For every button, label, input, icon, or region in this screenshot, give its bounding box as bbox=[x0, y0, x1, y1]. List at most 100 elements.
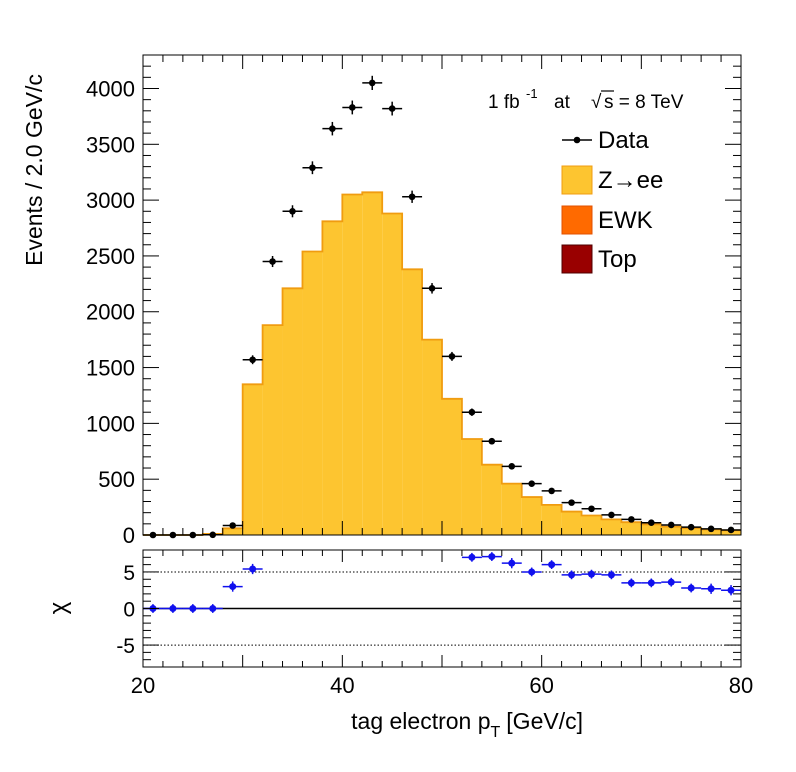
hist-bar bbox=[302, 251, 323, 535]
hist-bar bbox=[402, 269, 423, 535]
hist-bar bbox=[601, 519, 622, 535]
data-point bbox=[628, 516, 635, 523]
ratio-point bbox=[209, 605, 217, 612]
data-point bbox=[428, 285, 436, 292]
legend-label: Data bbox=[598, 127, 649, 154]
ratio-point bbox=[687, 584, 695, 592]
x-tick-label: 20 bbox=[131, 673, 155, 698]
data-point bbox=[329, 125, 336, 132]
ratio-y-tick-label: 5 bbox=[123, 562, 135, 585]
hist-bar bbox=[581, 515, 602, 535]
data-point bbox=[667, 521, 675, 529]
data-point bbox=[408, 193, 416, 201]
main-y-axis-label: Events / 2.0 GeV/c bbox=[21, 74, 47, 266]
ratio-y-tick-label: 0 bbox=[123, 599, 135, 622]
energy-text: s = 8 TeV bbox=[604, 92, 684, 113]
legend-marker bbox=[573, 136, 581, 144]
legend-label: Top bbox=[598, 246, 637, 273]
ratio-point bbox=[667, 578, 675, 586]
data-point bbox=[548, 487, 555, 495]
ratio-y-axis-label: χ bbox=[45, 601, 72, 614]
ratio-point bbox=[528, 568, 536, 576]
legend-swatch bbox=[561, 165, 593, 195]
y-tick-label: 1500 bbox=[86, 356, 135, 381]
data-point bbox=[608, 511, 615, 519]
hist-bar bbox=[621, 522, 642, 535]
ratio-point bbox=[488, 553, 496, 561]
legend-label: Z→ee bbox=[598, 167, 663, 194]
ratio-reference-lines bbox=[143, 571, 741, 646]
ratio-point bbox=[249, 565, 257, 573]
x-tick-label: 60 bbox=[529, 673, 553, 698]
hist-bar bbox=[422, 339, 442, 535]
hist-bar bbox=[282, 288, 303, 535]
data-point bbox=[368, 79, 376, 87]
data-point bbox=[229, 522, 236, 529]
data-point bbox=[249, 356, 256, 364]
lumi-annotation: 1 fb -1 at √ s = 8 TeV bbox=[488, 86, 684, 113]
ratio-points-layer bbox=[143, 552, 741, 613]
ratio-point bbox=[707, 585, 715, 593]
ratio-point bbox=[189, 605, 197, 612]
y-tick-label: 2000 bbox=[86, 300, 135, 325]
hist-bar bbox=[701, 529, 722, 535]
ratio-point bbox=[508, 559, 516, 567]
hist-bar bbox=[641, 524, 662, 535]
legend-swatch bbox=[561, 205, 593, 235]
ratio-point bbox=[548, 561, 556, 569]
y-tick-label: 4000 bbox=[86, 76, 135, 101]
hist-bar bbox=[322, 221, 343, 536]
data-point bbox=[309, 164, 316, 172]
ratio-point bbox=[647, 579, 655, 587]
hist-bar bbox=[461, 439, 482, 535]
data-point bbox=[169, 531, 177, 539]
hist-bar bbox=[481, 464, 502, 535]
data-point bbox=[349, 104, 356, 111]
lumi-at-text: at bbox=[554, 92, 571, 113]
hist-bar bbox=[382, 213, 403, 535]
ratio-point bbox=[627, 579, 635, 587]
ratio-point bbox=[169, 605, 177, 612]
hist-bar bbox=[262, 325, 283, 535]
data-point bbox=[488, 437, 496, 445]
sqrt-symbol: √ bbox=[591, 92, 602, 113]
hist-bar bbox=[521, 497, 542, 535]
hist-bar bbox=[362, 192, 383, 536]
data-points-layer bbox=[143, 75, 741, 539]
y-tick-label: 1000 bbox=[86, 411, 135, 436]
data-point bbox=[528, 480, 535, 487]
ratio-point bbox=[468, 553, 476, 561]
main-axes: 0 500 1000 1500 2000 2500 3000 3500 4000 bbox=[86, 54, 742, 548]
ratio-point bbox=[727, 586, 735, 594]
x-tick-label: 80 bbox=[729, 673, 753, 698]
x-tick-label: 40 bbox=[330, 673, 354, 698]
data-point bbox=[648, 519, 655, 527]
x-axis-label-main: tag electron p bbox=[351, 708, 490, 734]
hist-bar bbox=[561, 511, 582, 535]
data-point bbox=[189, 531, 197, 539]
legend-label: EWK bbox=[598, 207, 653, 234]
y-tick-label: 2500 bbox=[86, 244, 135, 269]
data-point bbox=[568, 499, 575, 506]
legend-swatch bbox=[561, 244, 593, 274]
legend: Data Z→ee EWK Top bbox=[561, 127, 663, 274]
hist-bar bbox=[242, 384, 263, 535]
hist-bar bbox=[342, 194, 363, 535]
lumi-text: 1 fb bbox=[488, 92, 520, 113]
hist-bar bbox=[541, 504, 562, 535]
data-point bbox=[508, 463, 516, 470]
data-point bbox=[588, 505, 595, 513]
x-axis-label-sub: T bbox=[491, 724, 501, 741]
ratio-point bbox=[229, 583, 237, 591]
data-point bbox=[687, 523, 695, 531]
data-point bbox=[448, 353, 456, 360]
data-point bbox=[727, 526, 735, 534]
ratio-axes: -5 0 5 20 40 60 80 bbox=[116, 549, 753, 698]
data-point bbox=[468, 408, 476, 416]
y-tick-label: 3000 bbox=[86, 188, 135, 213]
x-axis-label-unit: [GeV/c] bbox=[506, 708, 583, 734]
data-point bbox=[269, 258, 276, 265]
x-axis-label: tag electron pT [GeV/c] bbox=[351, 708, 583, 741]
hist-bar bbox=[222, 528, 243, 535]
